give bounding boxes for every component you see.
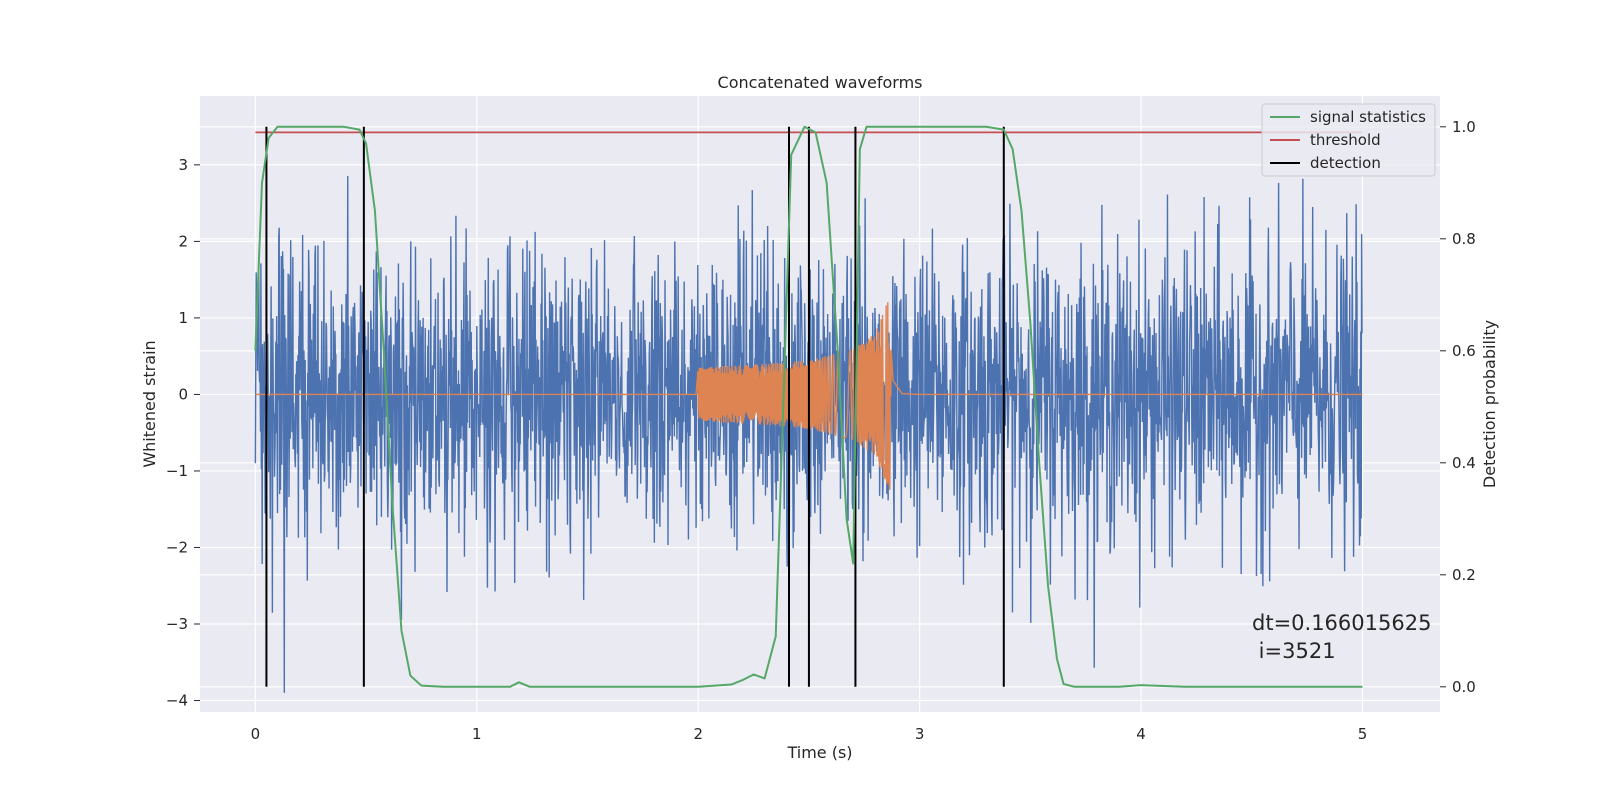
annotation: dt=0.166015625 i=3521 [1252,611,1431,663]
chart-title: Concatenated waveforms [718,73,923,92]
right-y-axis-label: Detection probability [1480,320,1499,488]
right-y-tick-label: 1.0 [1452,118,1476,136]
legend-box [1261,103,1436,177]
right-y-tick-label: 0.2 [1452,566,1476,584]
y-tick-label: −3 [166,615,188,633]
y-axis-label: Whitened strain [140,340,159,467]
signal-statistics-line [254,125,1363,688]
legend-label-signal-statistics: signal statistics [1310,108,1426,126]
legend-label-detection: detection [1310,154,1381,172]
right-y-tick-label: 0.6 [1452,342,1476,360]
x-axis-label: Time (s) [786,743,852,762]
x-axis-ticks: 0 1 2 3 4 5 [251,725,1368,743]
signal-statistics-series [254,125,1363,688]
x-tick-label: 2 [693,725,703,743]
plot-content [254,125,1363,693]
x-tick-label: 3 [915,725,925,743]
y-tick-label: 0 [178,385,188,403]
x-tick-label: 4 [1136,725,1146,743]
y-axis-ticks: −4 −3 −2 −1 0 1 2 3 [166,156,200,710]
x-tick-label: 0 [251,725,261,743]
annotation-dt: dt=0.166015625 [1252,611,1431,635]
y-tick-label: 2 [178,232,188,250]
y-tick-label: −1 [166,462,188,480]
legend-label-threshold: threshold [1310,131,1381,149]
y-tick-label: 1 [178,309,188,327]
x-tick-label: 1 [472,725,482,743]
y-tick-label: 3 [178,156,188,174]
legend: signal statistics threshold detection [1261,103,1436,177]
annotation-index: i=3521 [1252,639,1336,663]
x-tick-label: 5 [1358,725,1368,743]
y-tick-label: −2 [166,538,188,556]
right-y-tick-label: 0.4 [1452,454,1476,472]
right-y-tick-label: 0.0 [1452,678,1476,696]
right-y-axis-ticks: 0.0 0.2 0.4 0.6 0.8 1.0 [1440,118,1476,696]
y-tick-label: −4 [166,692,188,710]
right-y-tick-label: 0.8 [1452,230,1476,248]
